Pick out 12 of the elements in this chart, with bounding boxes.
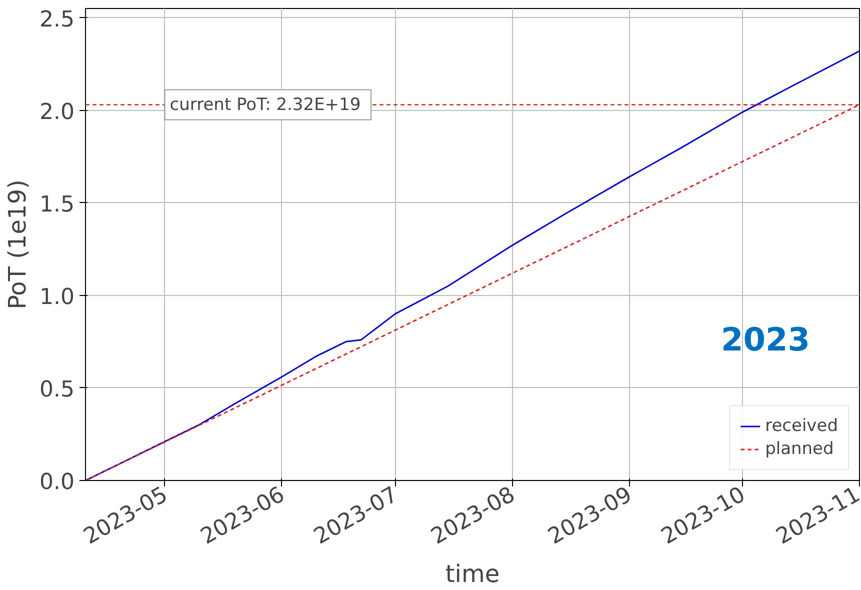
y-tick-label: 2.5	[40, 7, 75, 32]
y-axis-title: PoT (1e19)	[4, 180, 32, 310]
y-tick-label: 1.0	[40, 284, 75, 310]
y-tick-label: 0.0	[40, 470, 75, 495]
legend-label: planned	[765, 439, 834, 459]
legend-label: received	[765, 416, 838, 436]
y-tick-label: 2.0	[40, 100, 75, 125]
y-tick-label: 1.5	[40, 192, 75, 218]
annotation: current PoT: 2.32E+19	[170, 94, 361, 115]
annotation: 2023	[720, 320, 810, 358]
x-axis-title: time	[445, 560, 500, 588]
y-tick-label: 0.5	[40, 377, 75, 402]
